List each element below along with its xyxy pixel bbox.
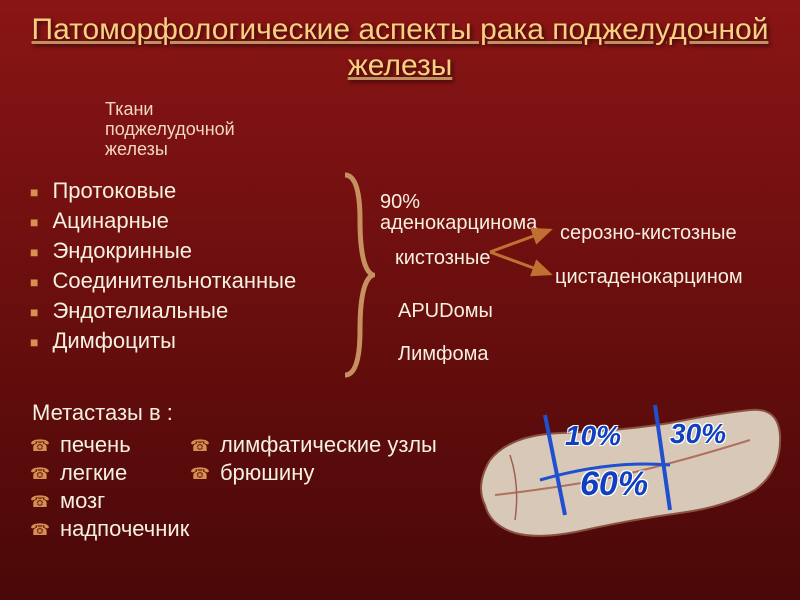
percent-10: 10%	[565, 420, 621, 452]
list-item: Ацинарные	[30, 208, 296, 234]
apudoma-label: APUDомы	[398, 300, 493, 323]
list-item: лимфатические узлы	[190, 432, 437, 458]
list-item: Эндотелиальные	[30, 298, 296, 324]
list-item: Соединительнотканные	[30, 268, 296, 294]
list-item: печень	[30, 432, 189, 458]
slide-title: Патоморфологические аспекты рака поджелу…	[0, 0, 800, 92]
metastases-list-col2: лимфатические узлы брюшину	[190, 432, 437, 488]
metastases-title: Метастазы в :	[32, 400, 173, 426]
percent-30: 30%	[670, 418, 726, 450]
list-item: Протоковые	[30, 178, 296, 204]
percent-60: 60%	[580, 465, 648, 504]
branch-arrows-icon	[485, 222, 565, 282]
list-item: мозг	[30, 488, 189, 514]
serous-cystic-label: серозно-кистозные	[560, 222, 737, 245]
list-item: Эндокринные	[30, 238, 296, 264]
tissues-subtitle: Ткани поджелудочной железы	[105, 100, 285, 159]
lymphoma-label: Лимфома	[398, 344, 508, 365]
list-item: легкие	[30, 460, 189, 486]
brace-icon	[335, 170, 375, 380]
cystic-label: кистозные	[395, 248, 495, 269]
list-item: брюшину	[190, 460, 437, 486]
list-item: надпочечник	[30, 516, 189, 542]
cystadenocarcinoma-label: цистаденокарцином	[555, 266, 743, 289]
list-item: Димфоциты	[30, 328, 296, 354]
tissue-type-list: Протоковые Ацинарные Эндокринные Соедини…	[30, 178, 296, 358]
metastases-list-col1: печень легкие мозг надпочечник	[30, 432, 189, 544]
